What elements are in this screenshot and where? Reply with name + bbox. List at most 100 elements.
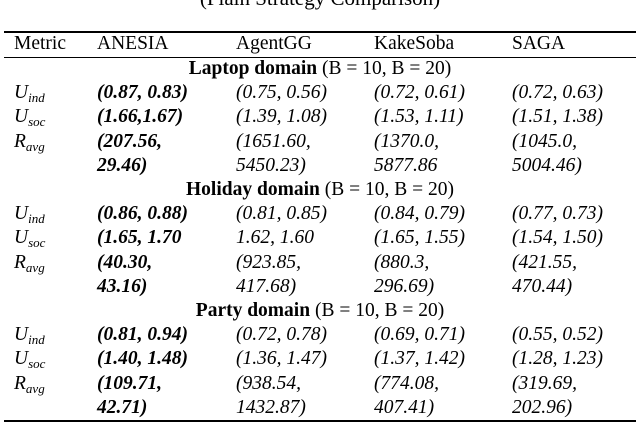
cell-saga: (421.55, (512, 251, 577, 273)
top-rule (4, 31, 636, 33)
cell-agentgg: (0.72, 0.78) (236, 324, 327, 346)
cell-anesia: (1.40, 1.48) (97, 348, 188, 370)
metric-label: Usoc (14, 105, 45, 129)
header-rule (4, 57, 636, 58)
table-row: Uind (0.86, 0.88) (0.81, 0.85) (0.84, 0.79)… (0, 202, 640, 226)
metric-symbol: R (14, 130, 26, 152)
cell-saga: (1.54, 1.50) (512, 227, 603, 249)
cell-agentgg: 1432.87) (236, 396, 306, 418)
cell-anesia: (40.30, (97, 251, 153, 273)
header-metric: Metric (14, 33, 66, 54)
cell-agentgg: (0.75, 0.56) (236, 82, 327, 104)
cell-agentgg: (938.54, (236, 372, 301, 394)
metric-label: Usoc (14, 226, 45, 250)
metric-symbol: U (14, 203, 29, 225)
cell-anesia: (0.86, 0.88) (97, 203, 188, 225)
cell-kakesoba: (0.72, 0.61) (374, 82, 465, 104)
metric-subscript: soc (28, 235, 46, 251)
cell-kakesoba: 296.69) (374, 275, 435, 297)
table-row: Usoc (1.65, 1.70 1.62, 1.60 (1.65, 1.55) (1.… (0, 226, 640, 250)
table-row: Ravg (109.71, (938.54, (774.08, (319.69, (0, 372, 640, 396)
metric-label: Uind (14, 81, 45, 105)
metric-label: Ravg (14, 251, 45, 275)
metric-label: Ravg (14, 372, 45, 396)
table-row: 42.71) 1432.87) 407.41) 202.96) (0, 396, 640, 420)
cell-anesia: 43.16) (97, 275, 148, 297)
metric-subscript: ind (28, 332, 45, 348)
metric-subscript: avg (25, 259, 45, 275)
header-saga: SAGA (512, 33, 566, 54)
cell-saga: (1.28, 1.23) (512, 348, 603, 370)
cell-kakesoba: (0.84, 0.79) (374, 203, 465, 225)
header-agentgg: AgentGG (236, 33, 312, 54)
header-kakesoba: KakeSoba (374, 33, 455, 54)
domain-condition: (B = 10, B = 20) (314, 300, 445, 321)
cell-agentgg: (923.85, (236, 251, 301, 273)
domain-heading: Laptop domain (B = 10, B = 20) (0, 57, 640, 81)
domain-name: Holiday domain (186, 179, 320, 200)
domain-condition: (B = 10, B = 20) (324, 179, 454, 200)
metric-subscript: soc (28, 356, 46, 372)
bottom-rule (4, 420, 636, 422)
table-row: 43.16) 417.68) 296.69) 470.44) (0, 275, 640, 299)
metric-symbol: U (14, 324, 29, 346)
metric-label: Uind (14, 323, 45, 347)
cell-kakesoba: 5877.86 (374, 154, 438, 176)
cell-agentgg: (1651.60, (236, 130, 311, 152)
cell-agentgg: 417.68) (236, 275, 297, 297)
cell-anesia: (0.81, 0.94) (97, 324, 188, 346)
metric-subscript: soc (28, 114, 46, 130)
cell-saga: (0.55, 0.52) (512, 324, 603, 346)
metric-subscript: avg (25, 138, 45, 154)
domain-name: Party domain (195, 300, 311, 321)
metric-subscript: ind (28, 211, 45, 227)
cell-kakesoba: (1.65, 1.55) (374, 227, 465, 249)
cell-saga: (0.72, 0.63) (512, 82, 603, 104)
cell-kakesoba: (880.3, (374, 251, 430, 273)
cell-anesia: 42.71) (97, 396, 148, 418)
metric-label: Ravg (14, 130, 45, 154)
cell-kakesoba: (774.08, (374, 372, 439, 394)
cell-agentgg: 5450.23) (236, 154, 306, 176)
table-caption-fragment: (Plain Strategy Comparison) (0, 0, 640, 11)
cell-saga: (1045.0, (512, 130, 577, 152)
table-row: Uind (0.81, 0.94) (0.72, 0.78) (0.69, 0.71… (0, 323, 640, 347)
cell-agentgg: (1.39, 1.08) (236, 106, 327, 128)
table-row: Ravg (40.30, (923.85, (880.3, (421.55, (0, 251, 640, 275)
cell-kakesoba: (1.53, 1.11) (374, 106, 464, 128)
metric-symbol: U (14, 106, 29, 128)
domain-heading: Party domain (B = 10, B = 20) (0, 299, 640, 323)
domain-condition: (B = 10, B = 20) (322, 58, 452, 79)
cell-saga: 202.96) (512, 396, 573, 418)
cell-anesia: (0.87, 0.83) (97, 82, 188, 104)
cell-agentgg: (1.36, 1.47) (236, 348, 327, 370)
table-row: Usoc (1.40, 1.48) (1.36, 1.47) (1.37, 1.42)… (0, 347, 640, 371)
metric-subscript: avg (25, 380, 45, 396)
metric-symbol: R (14, 372, 26, 394)
metric-symbol: U (14, 82, 29, 104)
header-anesia: ANESIA (97, 33, 169, 54)
domain-heading: Holiday domain (B = 10, B = 20) (0, 178, 640, 202)
metric-label: Uind (14, 202, 45, 226)
table-row: Ravg (207.56, (1651.60, (1370.0, (1045.0, (0, 130, 640, 154)
table-row: Usoc (1.66,1.67) (1.39, 1.08) (1.53, 1.11) (… (0, 105, 640, 129)
header-row: Metric ANESIA AgentGG KakeSoba SAGA (0, 32, 640, 56)
table-row: Uind (0.87, 0.83) (0.75, 0.56) (0.72, 0.61)… (0, 81, 640, 105)
cell-agentgg: (0.81, 0.85) (236, 203, 327, 225)
cell-saga: 5004.46) (512, 154, 582, 176)
cell-anesia: (109.71, (97, 372, 162, 394)
cell-anesia: 29.46) (97, 154, 148, 176)
cell-kakesoba: (1370.0, (374, 130, 439, 152)
table-row: 29.46) 5450.23) 5877.86 5004.46) (0, 154, 640, 178)
cell-saga: (1.51, 1.38) (512, 106, 603, 128)
metric-subscript: ind (28, 90, 45, 106)
cell-anesia: (207.56, (97, 130, 162, 152)
cell-anesia: (1.66,1.67) (97, 106, 184, 128)
metric-label: Usoc (14, 347, 45, 371)
cell-saga: 470.44) (512, 275, 573, 297)
metric-symbol: U (14, 227, 29, 249)
cell-saga: (0.77, 0.73) (512, 203, 603, 225)
metric-symbol: U (14, 348, 29, 370)
cell-anesia: (1.65, 1.70 (97, 227, 182, 249)
metric-symbol: R (14, 251, 26, 273)
